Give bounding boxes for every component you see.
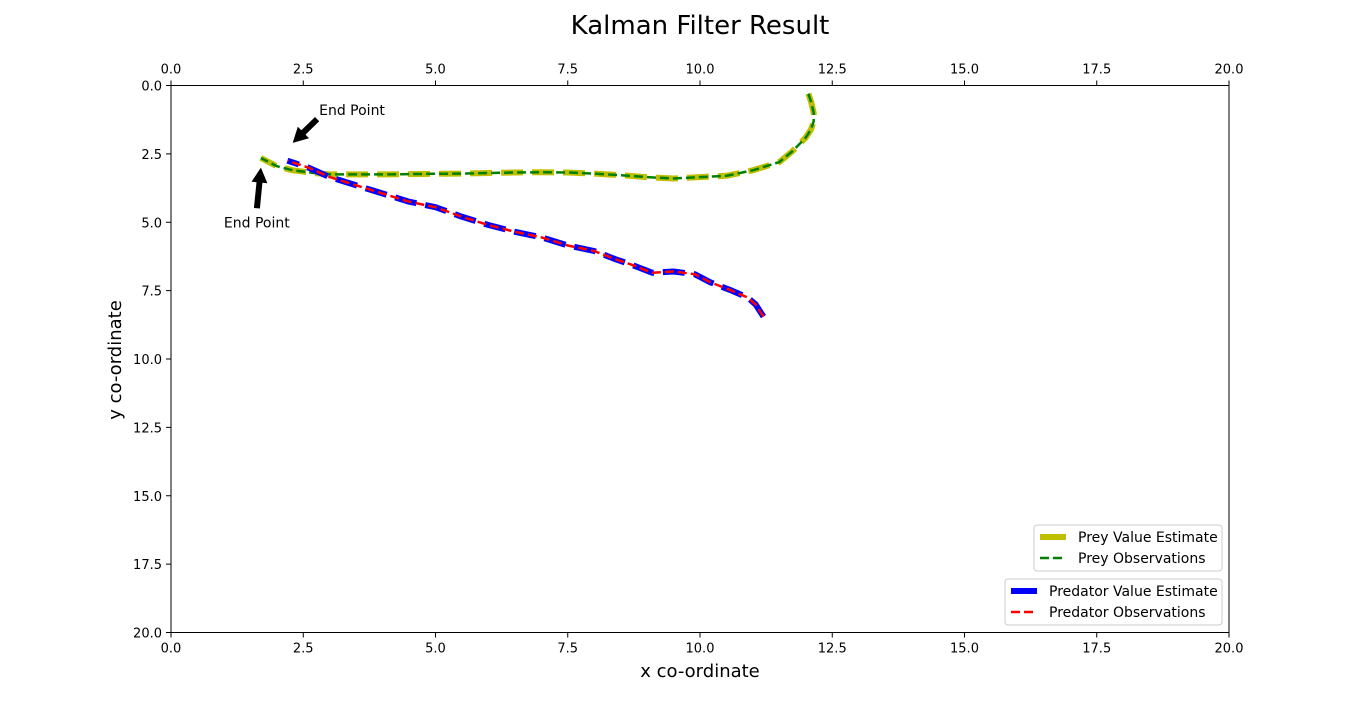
annotation-end-point-1: End Point xyxy=(292,103,385,143)
annotation-arrow xyxy=(292,117,320,143)
x-tick-label: 5.0 xyxy=(425,642,446,657)
series-layer xyxy=(259,92,817,319)
x-tick-label: 10.0 xyxy=(686,642,715,657)
x-tick-label-top: 2.5 xyxy=(293,63,314,78)
annotation-label: End Point xyxy=(319,103,385,119)
x-tick-label-top: 15.0 xyxy=(950,63,979,78)
x-tick-label: 0.0 xyxy=(161,642,182,657)
x-tick-label: 2.5 xyxy=(293,642,314,657)
y-tick-label: 5.0 xyxy=(141,216,162,231)
x-tick-label: 7.5 xyxy=(557,642,578,657)
y-axis: 0.0 2.5 5.0 7.5 10.0 12.5 15.0 17.5 20.0 xyxy=(133,80,171,642)
y-tick-label: 7.5 xyxy=(141,285,162,300)
y-tick-label: 17.5 xyxy=(133,558,162,573)
x-tick-label-top: 5.0 xyxy=(425,63,446,78)
legend-label-predator-estimate: Predator Value Estimate xyxy=(1049,584,1218,600)
x-tick-label-top: 17.5 xyxy=(1082,63,1111,78)
legend-label-prey-observations: Prey Observations xyxy=(1078,551,1206,567)
y-tick-label: 2.5 xyxy=(141,148,162,163)
y-tick-label: 10.0 xyxy=(133,353,162,368)
y-tick-label: 15.0 xyxy=(133,490,162,505)
y-tick-label: 12.5 xyxy=(133,421,162,436)
chart-title: Kalman Filter Result xyxy=(571,11,830,41)
x-tick-label-top: 20.0 xyxy=(1215,63,1244,78)
x-tick-label: 20.0 xyxy=(1215,642,1244,657)
x-tick-label-top: 0.0 xyxy=(161,63,182,78)
legend-prey-box xyxy=(1033,524,1223,572)
x-tick-label-top: 12.5 xyxy=(818,63,847,78)
x-tick-label: 17.5 xyxy=(1082,642,1111,657)
annotation-label: End Point xyxy=(224,215,290,231)
legend-label-prey-estimate: Prey Value Estimate xyxy=(1078,530,1218,546)
annotation-arrow xyxy=(251,167,268,209)
x-tick-label-top: 10.0 xyxy=(686,63,715,78)
x-tick-label: 15.0 xyxy=(950,642,979,657)
legend-prey: Prey Value Estimate Prey Observations xyxy=(1033,524,1223,572)
y-tick-label: 20.0 xyxy=(133,627,162,642)
series-prey-observations xyxy=(260,93,815,180)
x-axis-top: 0.0 2.5 5.0 7.5 10.0 12.5 15.0 17.5 20.0 xyxy=(161,63,1244,86)
x-tick-label: 12.5 xyxy=(818,642,847,657)
series-predator-observations xyxy=(287,159,765,318)
legend-predator-box xyxy=(1004,578,1223,626)
y-axis-title: y co-ordinate xyxy=(105,300,126,420)
annotation-end-point-2: End Point xyxy=(224,167,290,231)
x-tick-label-top: 7.5 xyxy=(557,63,578,78)
y-tick-label: 0.0 xyxy=(141,80,162,95)
legend-label-predator-observations: Predator Observations xyxy=(1049,605,1206,621)
x-axis-title: x co-ordinate xyxy=(640,661,760,682)
annotation-layer: End Point End Point xyxy=(224,103,386,231)
legend-predator: Predator Value Estimate Predator Observa… xyxy=(1004,578,1223,626)
series-predator-value-estimate xyxy=(286,157,767,319)
x-axis-bottom: 0.0 2.5 5.0 7.5 10.0 12.5 15.0 17.5 20.0 xyxy=(161,632,1244,657)
